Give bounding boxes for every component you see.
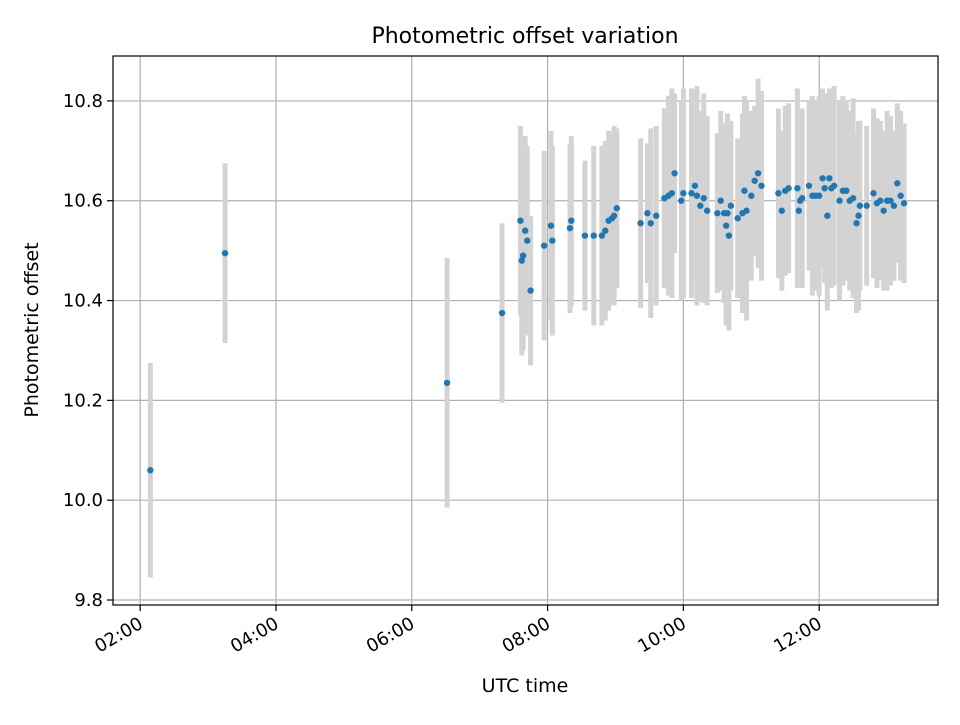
data-point [863,202,870,209]
data-point [880,207,887,214]
data-point [518,257,525,264]
data-point [795,207,803,214]
data-point [527,287,534,294]
data-point [741,187,748,194]
data-point [798,195,806,202]
y-tick-label: 10.0 [63,490,103,511]
data-point [821,185,828,192]
data-point [853,219,860,227]
data-point [691,182,699,189]
data-point [519,252,527,259]
data-point [890,202,898,209]
data-point [568,217,575,224]
data-point [824,212,831,219]
data-point [549,237,556,244]
data-point [877,197,884,204]
data-point [894,180,901,187]
data-point [688,190,695,197]
data-point [725,232,733,239]
data-point [693,192,701,199]
y-tick-label: 10.8 [63,91,103,112]
data-point [785,185,792,192]
data-point [523,237,531,244]
x-tick-label: 08:00 [499,613,554,657]
data-point [700,195,707,202]
y-tick-label: 10.6 [63,191,103,212]
data-point [758,182,765,189]
data-point [547,222,555,229]
data-point [717,197,724,204]
data-point [870,190,877,197]
data-point [680,190,687,197]
data-point [724,210,731,217]
data-point [849,195,857,202]
data-point [856,202,864,209]
data-point [653,212,660,219]
y-tick-label: 10.4 [63,291,103,312]
data-point [517,217,524,224]
data-point [147,467,154,474]
data-point [748,192,755,199]
data-point [613,205,621,212]
y-axis-label: Photometric offset [21,242,43,417]
data-point [540,242,548,249]
data-point [637,219,644,227]
data-point [498,309,506,317]
x-tick-label: 02:00 [91,613,146,657]
error-bars [147,78,907,578]
data-point [836,197,843,204]
data-point [754,170,762,177]
y-tick-label: 9.8 [74,590,103,611]
data-point [794,185,801,192]
data-point [697,202,704,209]
data-point [703,207,711,214]
data-point [722,222,730,229]
data-point [843,187,850,194]
data-point [900,200,908,207]
data-point [647,219,654,227]
data-point [830,182,838,189]
x-tick-label: 04:00 [227,613,282,657]
data-point [855,212,862,219]
chart-title: Photometric offset variation [371,24,678,49]
data-point [778,207,786,214]
data-point [727,202,735,209]
data-point [734,215,741,222]
data-point [751,177,758,184]
x-tick-label: 12:00 [770,613,825,657]
data-point [819,175,826,182]
data-point [610,212,618,219]
data-point [805,182,813,189]
y-tick-label: 10.2 [63,390,103,411]
data-point [743,207,750,214]
data-point [602,227,609,234]
data-point [443,379,451,387]
data-point [897,192,904,199]
data-point [775,190,782,197]
data-point [678,197,685,204]
data-point [644,210,651,217]
data-point [590,232,597,239]
axis-ticks: 02:00 04:00 06:00 08:00 10:00 12:00 9.8 10.0 10.… [63,91,826,657]
data-point [887,197,894,204]
data-point [671,170,678,177]
x-axis-label: UTC time [482,675,569,697]
data-point [521,227,529,234]
data-point [668,190,676,197]
data-point [566,224,574,232]
data-point [714,210,721,217]
data-point [598,232,606,239]
data-point [581,232,589,239]
data-point [815,192,823,199]
x-tick-label: 06:00 [363,613,418,657]
x-tick-label: 10:00 [634,613,689,657]
plot-frame [112,55,939,606]
data-point [826,175,833,182]
data-point [221,249,229,257]
data-points [147,170,908,474]
